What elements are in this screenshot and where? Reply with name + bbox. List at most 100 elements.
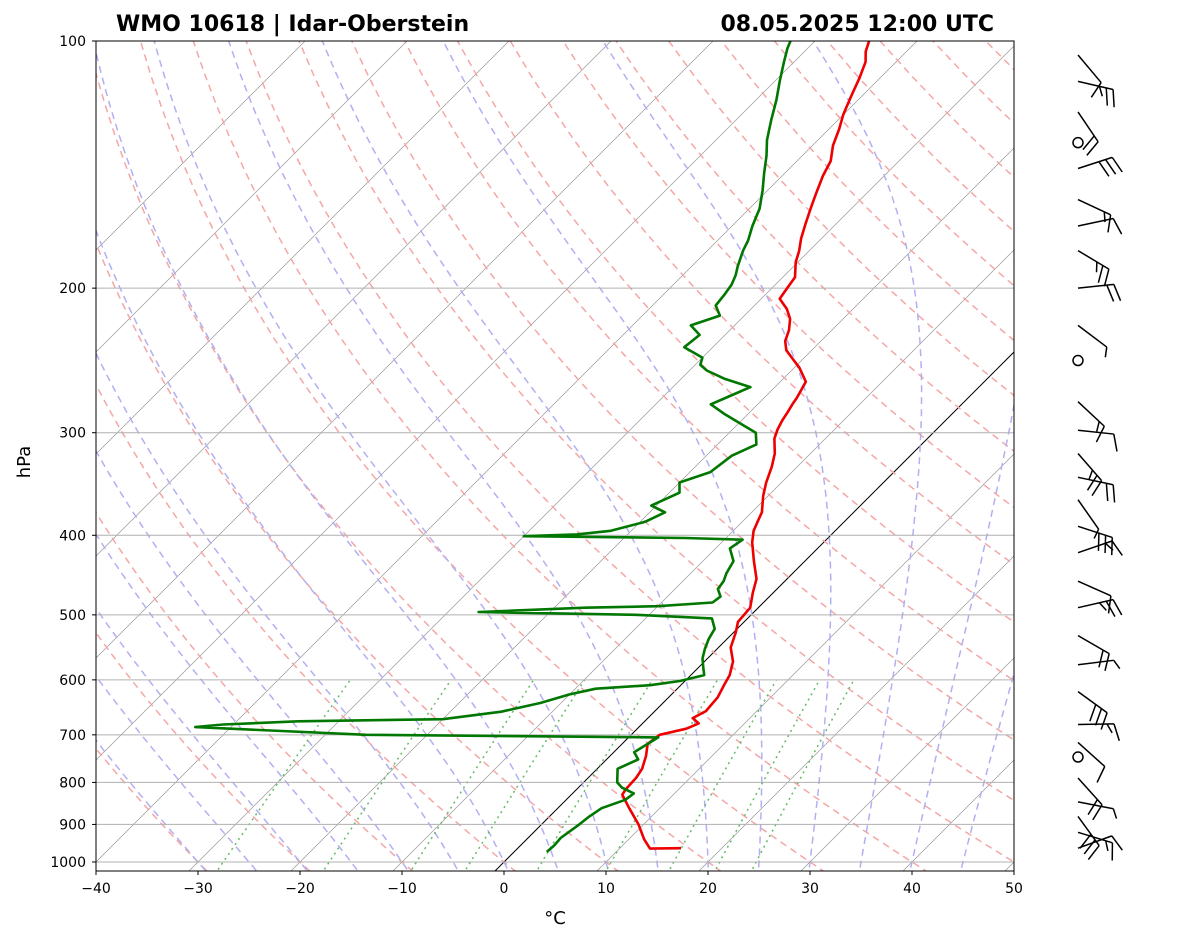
wind-barb [1077, 598, 1123, 617]
wind-barb [1077, 156, 1123, 177]
x-tick-label: 0 [500, 881, 509, 897]
wind-barbs [1072, 54, 1123, 861]
mixing-ratio-line [409, 679, 535, 871]
dry-adiabat [668, 41, 1014, 397]
wind-barb [1077, 217, 1123, 235]
isotherm [96, 41, 306, 251]
isotherm [96, 41, 408, 353]
wind-barb [1077, 690, 1108, 730]
x-axis-ticks: −40 −30 −20 −10 0 10 20 30 40 50 [81, 871, 1023, 897]
dry-adiabat [96, 70, 722, 871]
moist-adiabat [321, 41, 710, 871]
y-tick-label: 400 [59, 528, 86, 544]
x-axis-label: °C [544, 908, 566, 929]
mixing-ratio-line [605, 679, 719, 871]
isotherm [698, 555, 1014, 871]
wind-barb [1077, 476, 1116, 503]
dry-adiabat [96, 511, 414, 871]
moist-adiabat [959, 670, 1014, 871]
wind-barb [1077, 499, 1100, 539]
moist-adiabat [96, 675, 258, 871]
mixing-ratio-line [535, 679, 653, 871]
wind-barb [1077, 80, 1115, 108]
x-tick-label: −30 [183, 881, 213, 897]
dry-adiabat [96, 631, 311, 871]
sounding-profiles [193, 41, 871, 853]
chart-title-datetime: 08.05.2025 12:00 UTC [720, 12, 994, 37]
dry-adiabat [562, 41, 1014, 509]
x-tick-label: −20 [285, 881, 315, 897]
dry-adiabat [351, 41, 1014, 741]
isotherm [596, 453, 1014, 871]
isotherm [96, 41, 816, 761]
x-tick-label: 20 [699, 881, 717, 897]
mixing-ratio-line [713, 679, 821, 871]
moist-adiabat [96, 532, 359, 871]
dry-adiabat [96, 241, 620, 871]
isotherm [188, 45, 1014, 871]
wind-barb [1077, 580, 1112, 614]
wind-barb [1077, 835, 1123, 851]
moist-adiabat [96, 351, 460, 871]
dry-adiabat [96, 383, 517, 871]
moist-adiabat [909, 401, 1014, 871]
wind-barb [1077, 815, 1100, 861]
isotherm [96, 41, 918, 863]
moist-adiabat [96, 228, 510, 871]
moist-adiabat [96, 606, 309, 871]
calm-wind-circle [1072, 354, 1084, 367]
wind-barb [1077, 429, 1118, 452]
isotherm [392, 249, 1014, 871]
dry-adiabat [192, 41, 928, 871]
moist-adiabat [227, 41, 659, 871]
wind-barb [1077, 831, 1114, 861]
thermodynamic-background [96, 41, 1014, 871]
moist-adiabat [602, 41, 832, 871]
wind-barb [1077, 634, 1110, 671]
wind-barb [1077, 249, 1110, 287]
y-tick-label: 500 [59, 608, 86, 624]
y-tick-label: 200 [59, 281, 86, 297]
wind-barb [1077, 777, 1103, 821]
y-tick-label: 900 [59, 817, 86, 833]
x-tick-label: −40 [81, 881, 111, 897]
x-tick-label: 10 [597, 881, 615, 897]
y-tick-label: 100 [59, 34, 86, 50]
moist-adiabat [153, 41, 609, 871]
mixing-ratio-line [464, 679, 586, 871]
x-tick-label: 50 [1005, 881, 1023, 897]
wind-barb [1077, 54, 1102, 98]
isotherm [96, 41, 612, 557]
moist-adiabat [812, 41, 923, 871]
chart-title-station: WMO 10618 | Idar-Oberstein [116, 12, 469, 37]
dewpoint-profile [193, 41, 792, 853]
zero-isotherm [494, 351, 1014, 871]
y-tick-label: 800 [59, 775, 86, 791]
wind-barb [1077, 283, 1122, 302]
wind-barb [1077, 198, 1112, 233]
x-tick-label: 30 [801, 881, 819, 897]
dry-adiabat [245, 41, 1014, 863]
temperature-profile [620, 41, 871, 850]
isotherm [96, 41, 714, 659]
y-tick-label: 700 [59, 728, 86, 744]
calm-wind-circle [1072, 136, 1084, 149]
dry-adiabat [139, 41, 825, 871]
dry-adiabat [509, 41, 1014, 566]
wind-barb [1077, 741, 1106, 783]
x-tick-label: −10 [387, 881, 417, 897]
mixing-ratio-line [322, 679, 452, 871]
y-axis-label: hPa [14, 446, 35, 478]
wind-barb [1077, 111, 1099, 156]
calm-wind-circle [1072, 751, 1084, 763]
y-tick-label: 300 [59, 426, 86, 442]
wind-barb [1077, 525, 1113, 556]
isotherm [800, 657, 1014, 871]
wind-barb [1077, 324, 1108, 358]
x-tick-label: 40 [903, 881, 921, 897]
wind-barb [1077, 801, 1118, 819]
y-tick-label: 600 [59, 673, 86, 689]
wind-barb [1077, 401, 1105, 443]
isotherm [96, 41, 510, 455]
